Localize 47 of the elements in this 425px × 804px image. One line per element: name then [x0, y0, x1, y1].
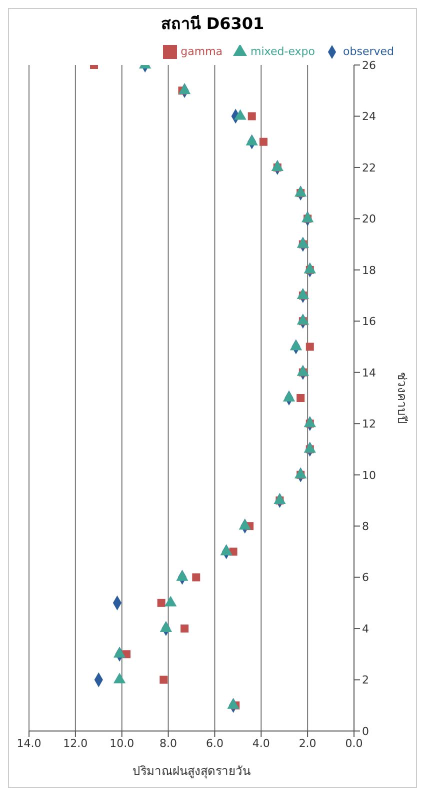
point — [220, 544, 232, 556]
x-tick-label: 14.0 — [16, 736, 42, 750]
point — [192, 573, 200, 582]
point — [304, 416, 316, 428]
y-tick-label: 2 — [362, 674, 369, 687]
point — [164, 596, 177, 606]
y-tick-label: 26 — [362, 58, 376, 72]
point — [160, 676, 168, 684]
y-tick-label: 0 — [362, 724, 369, 738]
point — [306, 342, 314, 351]
x-tick-label: 10.0 — [110, 736, 134, 750]
point — [296, 288, 310, 300]
x-tick-label: 12.0 — [63, 736, 88, 750]
y-tick-label: 6 — [362, 571, 369, 584]
x-tick-label: 0.0 — [345, 736, 363, 750]
y-tick-label: 20 — [362, 212, 376, 226]
y-tick-label: 24 — [362, 110, 376, 124]
y-axis-title: ช่วงคาบปี — [394, 372, 409, 424]
y-tick-label: 12 — [362, 418, 376, 431]
point — [296, 394, 305, 402]
y-tick-label: 18 — [362, 264, 376, 277]
x-tick-label: 6.0 — [206, 736, 224, 750]
x-axis-title: ปริมาณฝนสูงสุดรายวัน — [132, 764, 250, 779]
x-tick-label: 8.0 — [160, 736, 178, 750]
x-tick-label: 4.0 — [252, 736, 270, 750]
point — [259, 138, 268, 146]
chart-title: สถานี D6301 — [160, 13, 266, 35]
point — [304, 442, 316, 453]
legend-label: observed — [343, 45, 394, 58]
y-tick-label: 16 — [362, 315, 376, 328]
legend-label: gamma — [180, 45, 223, 58]
y-tick-label: 8 — [362, 520, 369, 533]
point — [238, 519, 251, 530]
y-tick-label: 10 — [362, 468, 376, 482]
y-tick-label: 22 — [362, 161, 376, 174]
point — [157, 598, 166, 607]
y-tick-label: 14 — [362, 366, 376, 380]
legend-label: mixed-expo — [250, 45, 315, 58]
point — [160, 622, 172, 632]
point — [113, 647, 126, 658]
point — [176, 570, 188, 581]
y-tick-label: 4 — [362, 622, 369, 636]
point — [113, 672, 126, 684]
x-tick-label: 2.0 — [298, 736, 316, 750]
point — [227, 698, 240, 709]
point — [248, 112, 256, 120]
point — [180, 624, 189, 633]
